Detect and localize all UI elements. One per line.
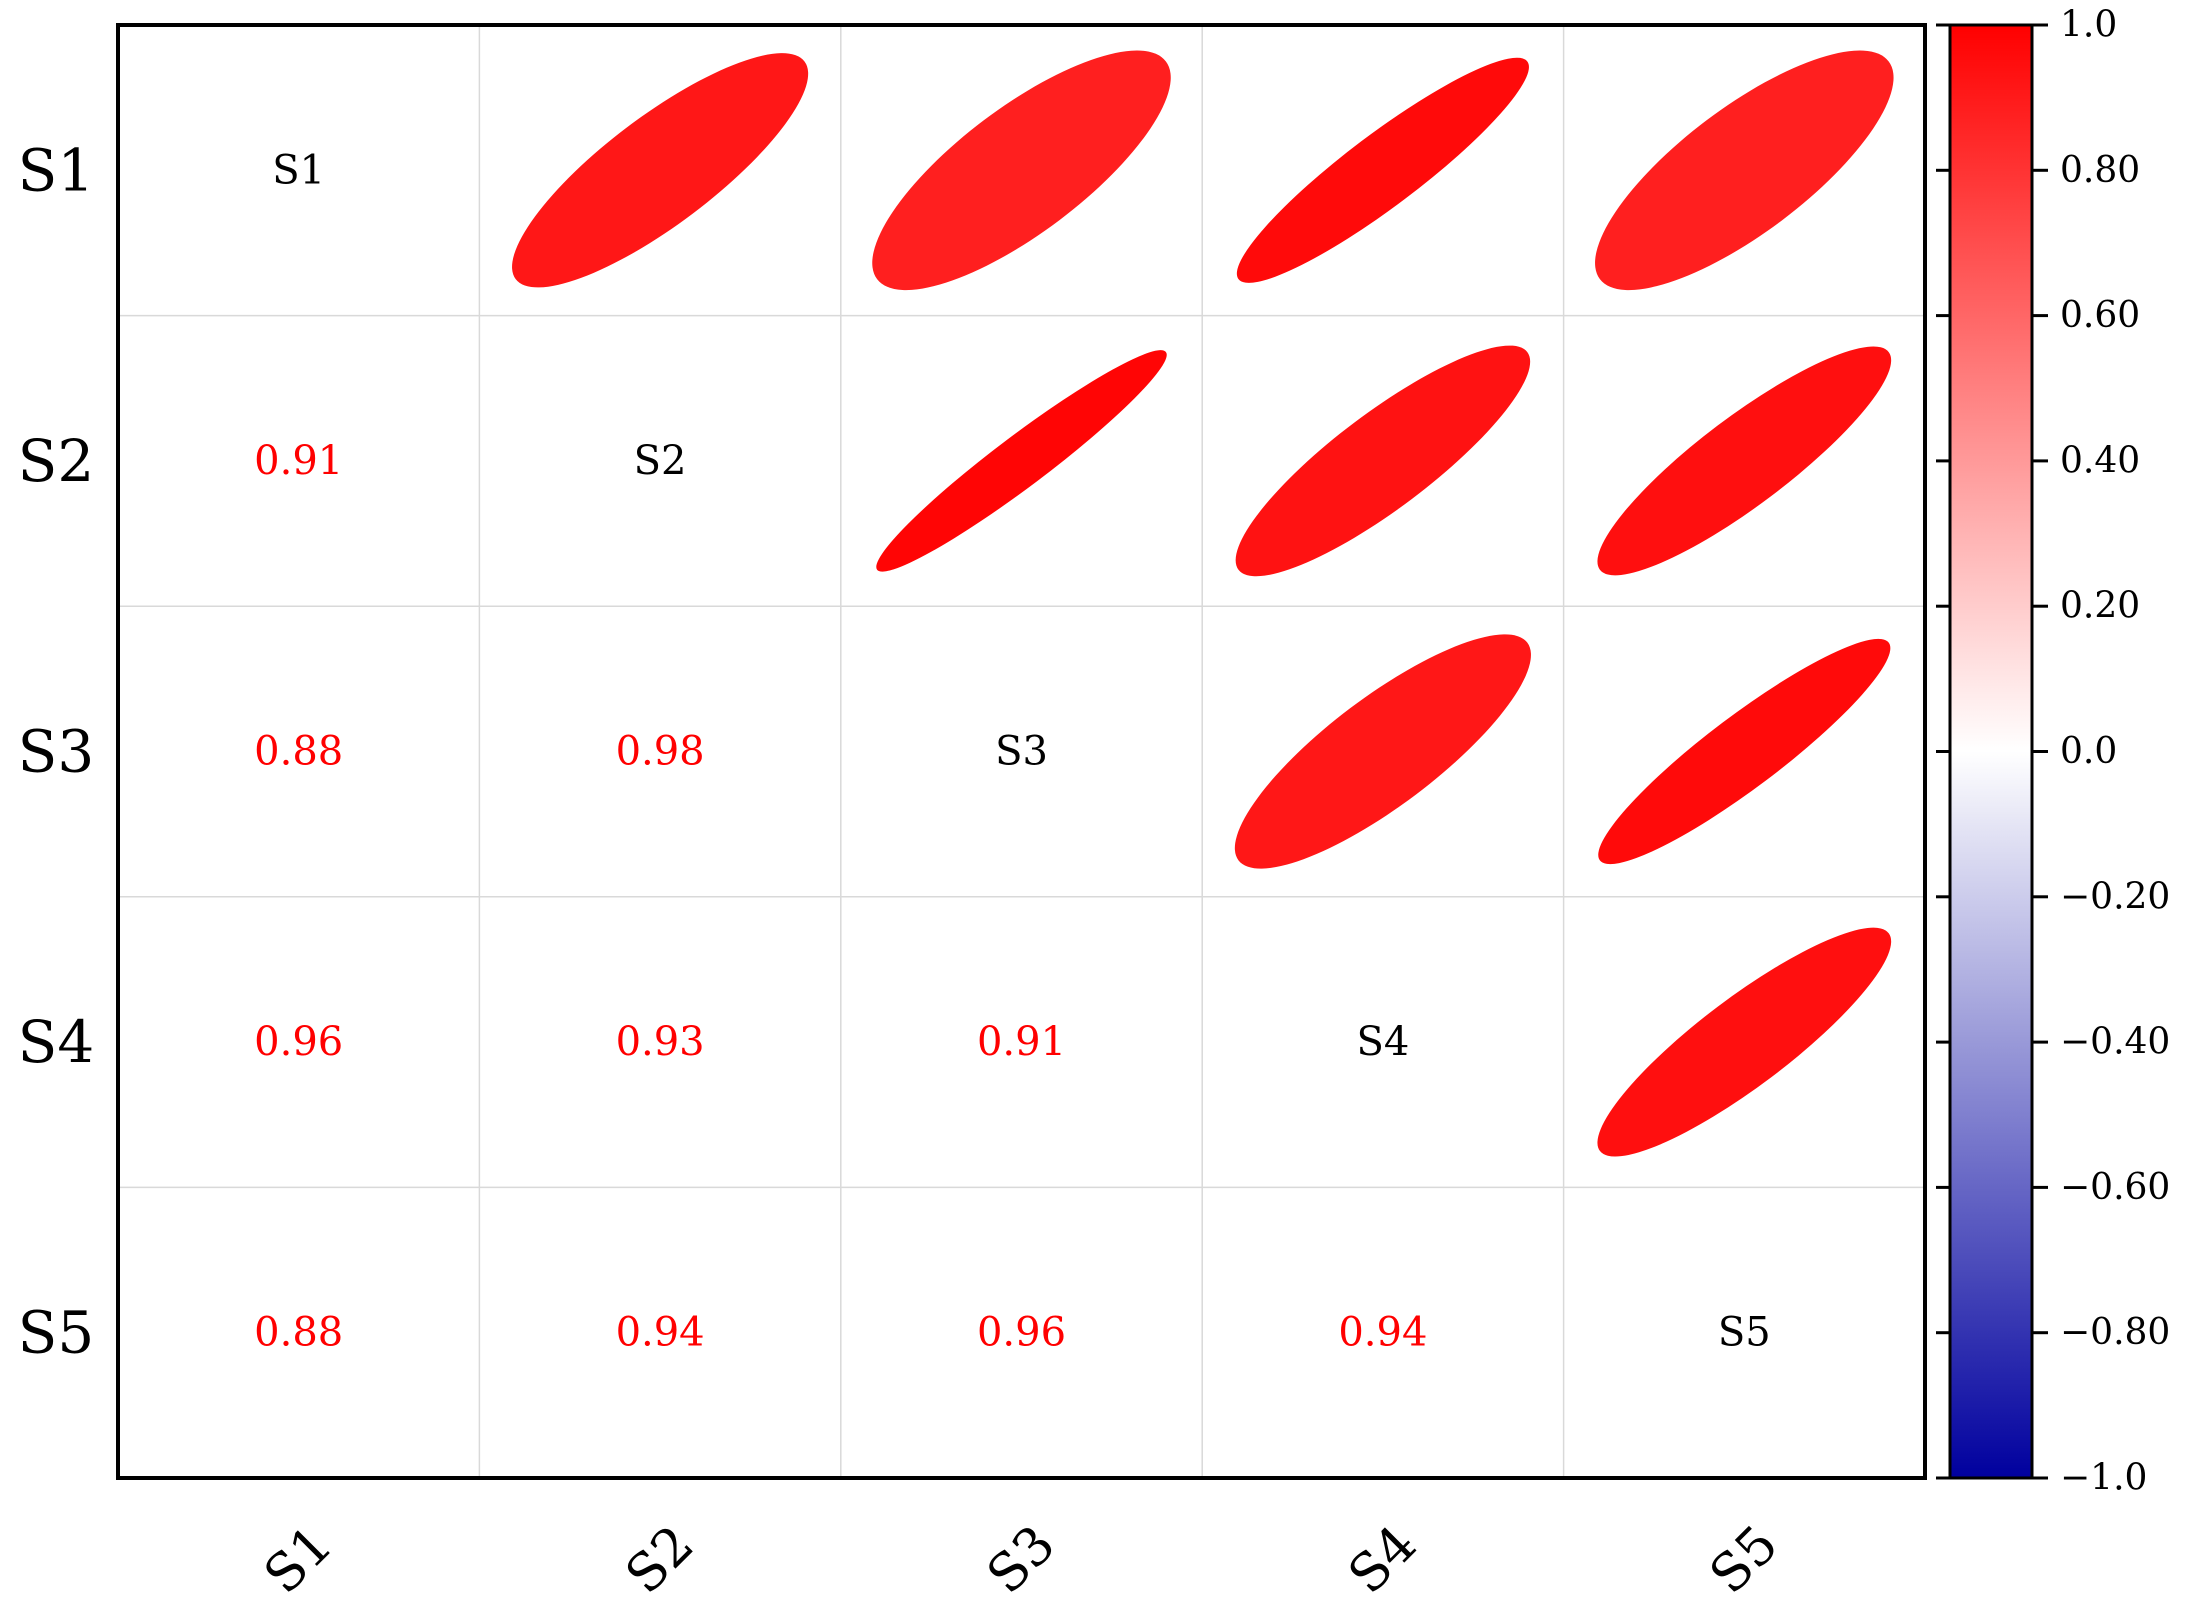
colorbar-tick-label: −1.0 xyxy=(2060,1458,2147,1499)
diagonal-label-s3: S3 xyxy=(995,729,1048,775)
correlation-value-label: 0.91 xyxy=(254,438,343,484)
correlation-value-label: 0.96 xyxy=(254,1019,343,1065)
diagonal-label-s4: S4 xyxy=(1356,1019,1409,1065)
colorbar-tick-label: 0.40 xyxy=(2060,440,2140,481)
correlation-ellipse xyxy=(512,53,809,288)
colorbar-tick-label: −0.20 xyxy=(2060,876,2170,917)
diagonal-label-s2: S2 xyxy=(634,438,687,484)
correlation-ellipse xyxy=(1235,345,1531,577)
y-tick-label-s4: S4 xyxy=(18,1008,95,1076)
correlation-value-label: 0.88 xyxy=(254,729,343,775)
colorbar-tick-label: 1.0 xyxy=(2060,5,2117,46)
correlation-ellipse xyxy=(876,350,1167,572)
correlation-ellipse xyxy=(1236,57,1529,283)
correlation-ellipse xyxy=(1598,638,1891,865)
correlation-value-label: 0.98 xyxy=(616,729,705,775)
y-tick-label-s3: S3 xyxy=(18,718,95,786)
correlation-value-label: 0.88 xyxy=(254,1310,343,1356)
colorbar-tick-label: 0.20 xyxy=(2060,586,2140,627)
y-tick-label-s5: S5 xyxy=(18,1299,95,1367)
colorbar-tick-label: 0.80 xyxy=(2060,150,2140,191)
colorbar-tick-label: 0.60 xyxy=(2060,295,2140,336)
colorbar-tick-label: −0.40 xyxy=(2060,1022,2170,1063)
correlation-ellipse xyxy=(1597,346,1892,576)
correlation-value-label: 0.94 xyxy=(1338,1310,1427,1356)
correlation-ellipse xyxy=(872,50,1171,291)
y-tick-label-s1: S1 xyxy=(18,136,95,204)
y-tick-label-s2: S2 xyxy=(18,427,95,495)
correlation-ellipse xyxy=(1595,50,1894,291)
diagonal-label-s5: S5 xyxy=(1718,1310,1771,1356)
correlation-value-label: 0.93 xyxy=(616,1019,705,1065)
correlation-ellipse xyxy=(1597,927,1892,1157)
colorbar-tick-label: −0.60 xyxy=(2060,1167,2170,1208)
correlation-ellipse xyxy=(1234,634,1531,869)
diagonal-label-s1: S1 xyxy=(272,147,325,193)
correlation-value-label: 0.96 xyxy=(977,1310,1066,1356)
colorbar-tick-label: −0.80 xyxy=(2060,1312,2170,1353)
colorbar xyxy=(1948,23,2034,1480)
colorbar-tick-label: 0.0 xyxy=(2060,731,2117,772)
plot-frame xyxy=(116,23,1927,1480)
correlation-value-label: 0.94 xyxy=(616,1310,705,1356)
correlation-value-label: 0.91 xyxy=(977,1019,1066,1065)
